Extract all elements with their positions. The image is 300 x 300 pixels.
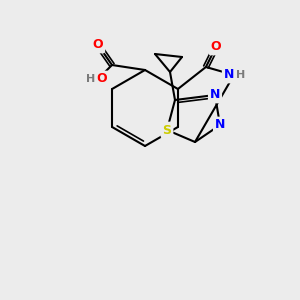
Text: N: N <box>224 68 234 82</box>
Text: O: O <box>211 40 221 53</box>
Text: S: S <box>163 124 172 136</box>
Text: H: H <box>236 70 245 80</box>
Text: N: N <box>210 88 220 101</box>
Text: O: O <box>97 73 107 85</box>
Text: O: O <box>93 38 103 52</box>
Text: H: H <box>86 74 96 84</box>
Text: N: N <box>215 118 225 131</box>
